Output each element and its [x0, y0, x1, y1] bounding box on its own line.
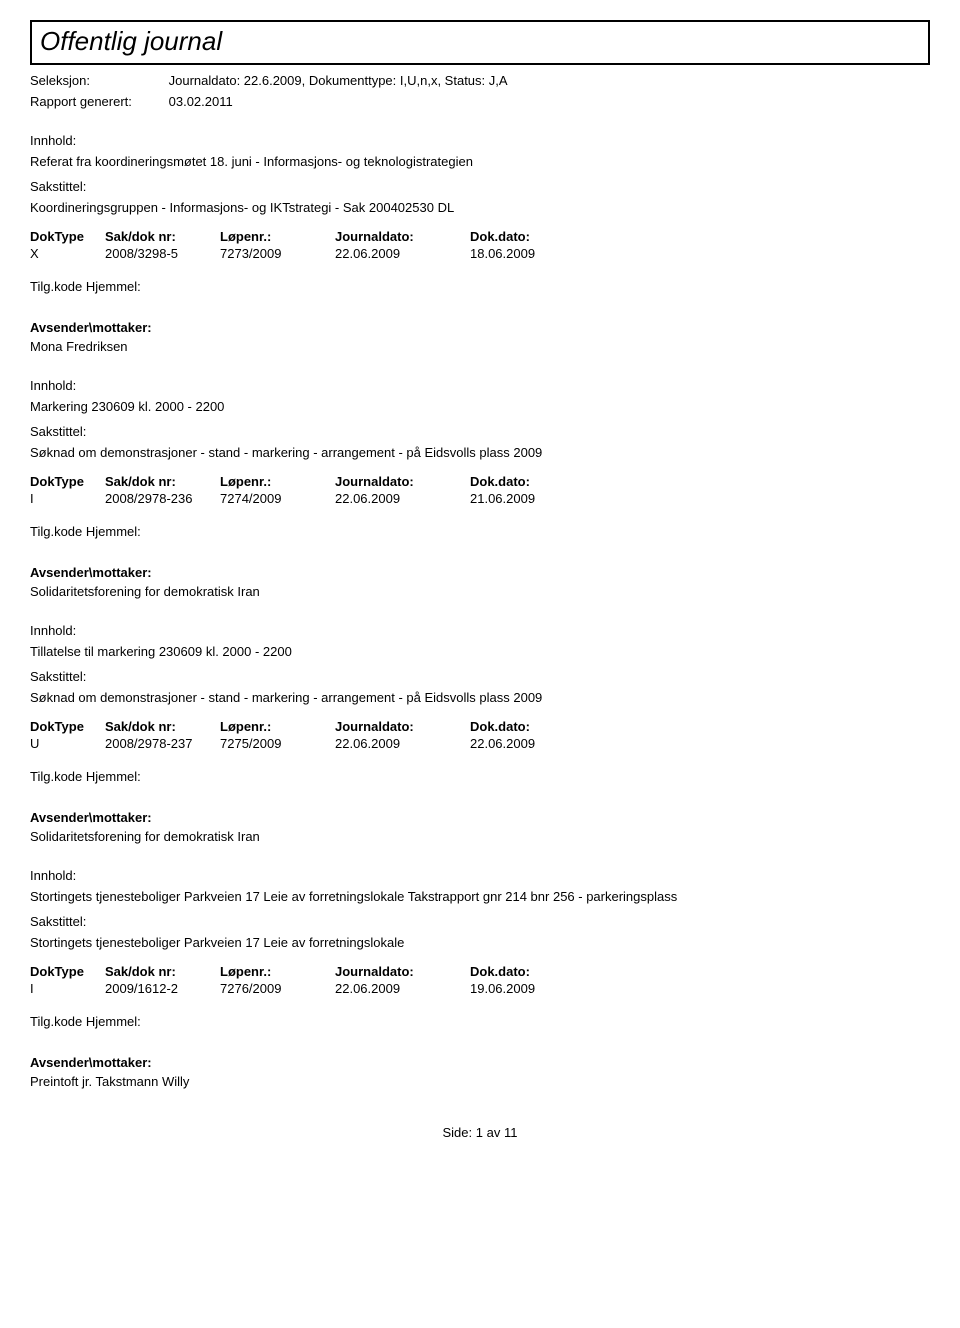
journal-entry: Innhold: Markering 230609 kl. 2000 - 220…	[30, 378, 930, 599]
rapport-value: 03.02.2011	[169, 94, 233, 109]
journal-entry: Innhold: Tillatelse til markering 230609…	[30, 623, 930, 844]
avsender-label: Avsender\mottaker:	[30, 1055, 930, 1070]
journaldato-value: 22.06.2009	[335, 246, 470, 261]
dokdato-header: Dok.dato:	[470, 474, 600, 489]
sakdok-value: 2008/3298-5	[105, 246, 220, 261]
dokdato-value: 22.06.2009	[470, 736, 600, 751]
sakstittel-text: Koordineringsgruppen - Informasjons- og …	[30, 200, 930, 215]
rapport-label: Rapport generert:	[30, 94, 165, 109]
innhold-text: Referat fra koordineringsmøtet 18. juni …	[30, 154, 930, 169]
doktype-value: U	[30, 736, 105, 751]
rapport-row: Rapport generert: 03.02.2011	[30, 94, 930, 109]
innhold-label: Innhold:	[30, 378, 930, 393]
seleksjon-label: Seleksjon:	[30, 73, 165, 88]
sakdok-header: Sak/dok nr:	[105, 229, 220, 244]
doktype-header: DokType	[30, 229, 105, 244]
dokdato-header: Dok.dato:	[470, 719, 600, 734]
lopenr-header: Løpenr.:	[220, 719, 335, 734]
avsender-text: Solidaritetsforening for demokratisk Ira…	[30, 829, 930, 844]
field-header-row: DokType Sak/dok nr: Løpenr.: Journaldato…	[30, 964, 930, 979]
page-total: 11	[504, 1125, 518, 1140]
tilgkode-label: Tilg.kode Hjemmel:	[30, 524, 930, 539]
dokdato-value: 21.06.2009	[470, 491, 600, 506]
doktype-header: DokType	[30, 719, 105, 734]
journal-entry: Innhold: Stortingets tjenesteboliger Par…	[30, 868, 930, 1089]
sakstittel-text: Stortingets tjenesteboliger Parkveien 17…	[30, 935, 930, 950]
page-footer: Side: 1 av 11	[30, 1125, 930, 1140]
sakstittel-text: Søknad om demonstrasjoner - stand - mark…	[30, 690, 930, 705]
sakdok-value: 2008/2978-236	[105, 491, 220, 506]
sakstittel-label: Sakstittel:	[30, 424, 930, 439]
header-box: Offentlig journal	[30, 20, 930, 65]
seleksjon-value: Journaldato: 22.6.2009, Dokumenttype: I,…	[169, 73, 508, 88]
page-container: Offentlig journal Seleksjon: Journaldato…	[0, 0, 960, 1160]
field-header-row: DokType Sak/dok nr: Løpenr.: Journaldato…	[30, 229, 930, 244]
journaldato-header: Journaldato:	[335, 964, 470, 979]
lopenr-header: Løpenr.:	[220, 474, 335, 489]
field-header-row: DokType Sak/dok nr: Løpenr.: Journaldato…	[30, 474, 930, 489]
journal-entry: Innhold: Referat fra koordineringsmøtet …	[30, 133, 930, 354]
journaldato-value: 22.06.2009	[335, 491, 470, 506]
sakdok-header: Sak/dok nr:	[105, 719, 220, 734]
lopenr-value: 7273/2009	[220, 246, 335, 261]
field-value-row: X 2008/3298-5 7273/2009 22.06.2009 18.06…	[30, 246, 930, 261]
journaldato-header: Journaldato:	[335, 719, 470, 734]
dokdato-value: 18.06.2009	[470, 246, 600, 261]
doktype-header: DokType	[30, 964, 105, 979]
avsender-text: Mona Fredriksen	[30, 339, 930, 354]
avsender-label: Avsender\mottaker:	[30, 810, 930, 825]
lopenr-header: Løpenr.:	[220, 229, 335, 244]
tilgkode-label: Tilg.kode Hjemmel:	[30, 279, 930, 294]
seleksjon-row: Seleksjon: Journaldato: 22.6.2009, Dokum…	[30, 73, 930, 88]
journaldato-header: Journaldato:	[335, 474, 470, 489]
tilgkode-label: Tilg.kode Hjemmel:	[30, 769, 930, 784]
av-label: av	[487, 1125, 501, 1140]
sakstittel-label: Sakstittel:	[30, 914, 930, 929]
journaldato-value: 22.06.2009	[335, 736, 470, 751]
doktype-value: I	[30, 981, 105, 996]
dokdato-value: 19.06.2009	[470, 981, 600, 996]
avsender-label: Avsender\mottaker:	[30, 320, 930, 335]
tilgkode-label: Tilg.kode Hjemmel:	[30, 1014, 930, 1029]
journaldato-header: Journaldato:	[335, 229, 470, 244]
dokdato-header: Dok.dato:	[470, 229, 600, 244]
sakdok-header: Sak/dok nr:	[105, 474, 220, 489]
sakdok-header: Sak/dok nr:	[105, 964, 220, 979]
avsender-text: Solidaritetsforening for demokratisk Ira…	[30, 584, 930, 599]
field-value-row: I 2009/1612-2 7276/2009 22.06.2009 19.06…	[30, 981, 930, 996]
innhold-text: Markering 230609 kl. 2000 - 2200	[30, 399, 930, 414]
side-label: Side:	[443, 1125, 473, 1140]
innhold-text: Stortingets tjenesteboliger Parkveien 17…	[30, 889, 930, 904]
lopenr-value: 7276/2009	[220, 981, 335, 996]
doktype-header: DokType	[30, 474, 105, 489]
sakstittel-label: Sakstittel:	[30, 669, 930, 684]
field-header-row: DokType Sak/dok nr: Løpenr.: Journaldato…	[30, 719, 930, 734]
sakdok-value: 2009/1612-2	[105, 981, 220, 996]
page-title: Offentlig journal	[40, 26, 920, 57]
doktype-value: I	[30, 491, 105, 506]
lopenr-value: 7274/2009	[220, 491, 335, 506]
field-value-row: I 2008/2978-236 7274/2009 22.06.2009 21.…	[30, 491, 930, 506]
avsender-label: Avsender\mottaker:	[30, 565, 930, 580]
field-value-row: U 2008/2978-237 7275/2009 22.06.2009 22.…	[30, 736, 930, 751]
lopenr-header: Løpenr.:	[220, 964, 335, 979]
sakstittel-label: Sakstittel:	[30, 179, 930, 194]
avsender-text: Preintoft jr. Takstmann Willy	[30, 1074, 930, 1089]
innhold-label: Innhold:	[30, 623, 930, 638]
innhold-text: Tillatelse til markering 230609 kl. 2000…	[30, 644, 930, 659]
innhold-label: Innhold:	[30, 868, 930, 883]
sakstittel-text: Søknad om demonstrasjoner - stand - mark…	[30, 445, 930, 460]
journaldato-value: 22.06.2009	[335, 981, 470, 996]
dokdato-header: Dok.dato:	[470, 964, 600, 979]
sakdok-value: 2008/2978-237	[105, 736, 220, 751]
page-current: 1	[476, 1125, 483, 1140]
innhold-label: Innhold:	[30, 133, 930, 148]
doktype-value: X	[30, 246, 105, 261]
lopenr-value: 7275/2009	[220, 736, 335, 751]
